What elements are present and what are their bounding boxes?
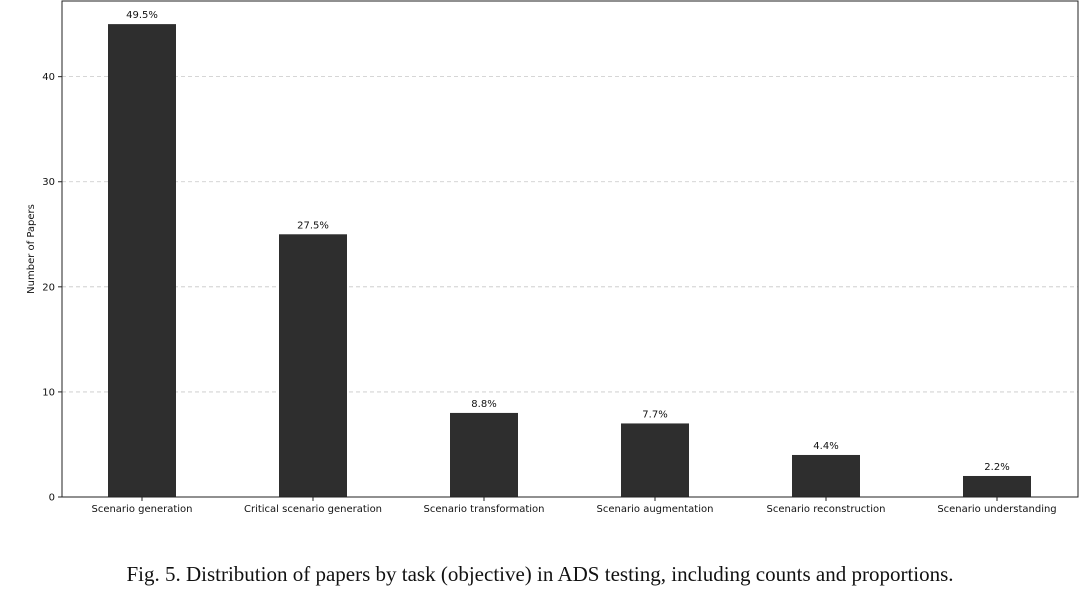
- data-label: 7.7%: [642, 409, 667, 420]
- x-tick-label: Scenario generation: [91, 504, 192, 515]
- y-tick-label: 30: [42, 177, 55, 188]
- y-axis: 0 10 20 30 40: [42, 72, 62, 504]
- y-tick-label: 20: [42, 282, 55, 293]
- figure-caption: Fig. 5. Distribution of papers by task (…: [126, 562, 954, 586]
- data-labels: 49.5% 27.5% 8.8% 7.7% 4.4% 2.2%: [126, 10, 1010, 473]
- bar: [621, 423, 689, 497]
- y-tick-label: 10: [42, 387, 55, 398]
- bar: [279, 234, 347, 497]
- data-label: 49.5%: [126, 10, 158, 21]
- bar: [108, 24, 176, 497]
- plot-frame: [61, 0, 1079, 498]
- x-tick-label: Scenario understanding: [937, 504, 1056, 515]
- bars: [108, 24, 1031, 497]
- y-tick-label: 40: [42, 72, 55, 83]
- x-tick-label: Critical scenario generation: [244, 504, 382, 515]
- data-label: 2.2%: [984, 462, 1009, 473]
- data-label: 8.8%: [471, 399, 496, 410]
- bar: [792, 454, 860, 497]
- y-axis-label: Number of Papers: [26, 204, 37, 294]
- y-tick-label: 0: [49, 493, 55, 504]
- bar: [963, 475, 1031, 497]
- x-tick-label: Scenario augmentation: [597, 504, 714, 515]
- x-axis: Scenario generation Critical scenario gen…: [91, 497, 1057, 515]
- data-label: 4.4%: [813, 441, 838, 452]
- x-tick-label: Scenario transformation: [424, 504, 545, 515]
- bar-chart: 0 10 20 30 40 Scenario generation Critical sc…: [26, 0, 1079, 515]
- data-label: 27.5%: [297, 220, 329, 231]
- bar: [450, 412, 518, 497]
- gridlines: [62, 76, 1078, 393]
- x-tick-label: Scenario reconstruction: [767, 504, 886, 515]
